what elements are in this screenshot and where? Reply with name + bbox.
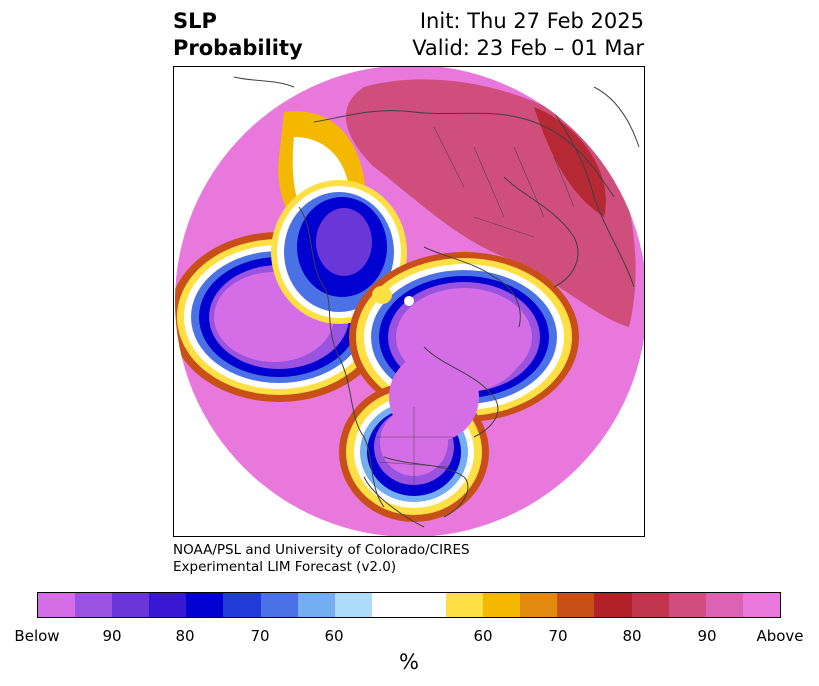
map-canvas (175, 67, 644, 536)
colorbar-label-below-90: 90 (102, 627, 122, 645)
colorbar-label-above-60: 60 (473, 627, 493, 645)
colorbar-cell-11 (446, 593, 484, 617)
polar-disk (175, 67, 644, 536)
colorbar-cell-4 (186, 593, 224, 617)
map-title-left: SLP Probability (173, 8, 303, 62)
colorbar-label-below-70: 70 (250, 627, 270, 645)
connector-below-fill (389, 352, 479, 442)
colorbar-cell-16 (631, 593, 669, 617)
colorbar (37, 592, 781, 618)
colorbar-label-above-70: 70 (548, 627, 568, 645)
colorbar-unit: % (399, 650, 419, 674)
init-date: Init: Thu 27 Feb 2025 (419, 9, 644, 33)
colorbar-cell-8 (334, 593, 372, 617)
colorbar-cell-6 (260, 593, 298, 617)
colorbar-cell-17 (668, 593, 706, 617)
outer-coastlines (233, 76, 640, 148)
colorbar-cell-9 (371, 593, 409, 617)
colorbar-label-above-80: 80 (622, 627, 642, 645)
title-type: Probability (173, 36, 303, 60)
credit-line-2: Experimental LIM Forecast (v2.0) (173, 559, 397, 575)
coastlines (298, 96, 635, 528)
valid-range: Valid: 23 Feb – 01 Mar (412, 36, 644, 60)
colorbar-cell-0 (38, 593, 76, 617)
colorbar-cell-5 (223, 593, 261, 617)
colorbar-cell-15 (594, 593, 632, 617)
borders (374, 126, 575, 487)
eurasia-above-core (534, 107, 606, 217)
colorbar-cell-19 (742, 593, 780, 617)
colorbar-label-above: Above (756, 627, 804, 645)
title-variable: SLP (173, 9, 217, 33)
colorbar-cell-12 (483, 593, 521, 617)
probability-map (173, 66, 645, 537)
credit-text: NOAA/PSL and University of Colorado/CIRE… (173, 542, 470, 576)
colorbar-cell-3 (149, 593, 187, 617)
colorbar-cell-13 (520, 593, 558, 617)
map-title-right: Init: Thu 27 Feb 2025 Valid: 23 Feb – 01… (412, 8, 644, 62)
colorbar-cell-18 (705, 593, 743, 617)
colorbar-cell-1 (75, 593, 113, 617)
pole-yellow-spot (372, 286, 392, 304)
colorbar-cell-14 (557, 593, 595, 617)
credit-line-1: NOAA/PSL and University of Colorado/CIRE… (173, 542, 470, 558)
north-pole-marker (404, 296, 414, 306)
colorbar-label-below: Below (14, 627, 60, 645)
colorbar-cell-7 (297, 593, 335, 617)
arctic-below-core (316, 208, 372, 276)
colorbar-label-below-80: 80 (175, 627, 195, 645)
colorbar-cell-2 (112, 593, 150, 617)
colorbar-label-above-90: 90 (697, 627, 717, 645)
colorbar-label-below-60: 60 (324, 627, 344, 645)
colorbar-cell-10 (408, 593, 447, 617)
